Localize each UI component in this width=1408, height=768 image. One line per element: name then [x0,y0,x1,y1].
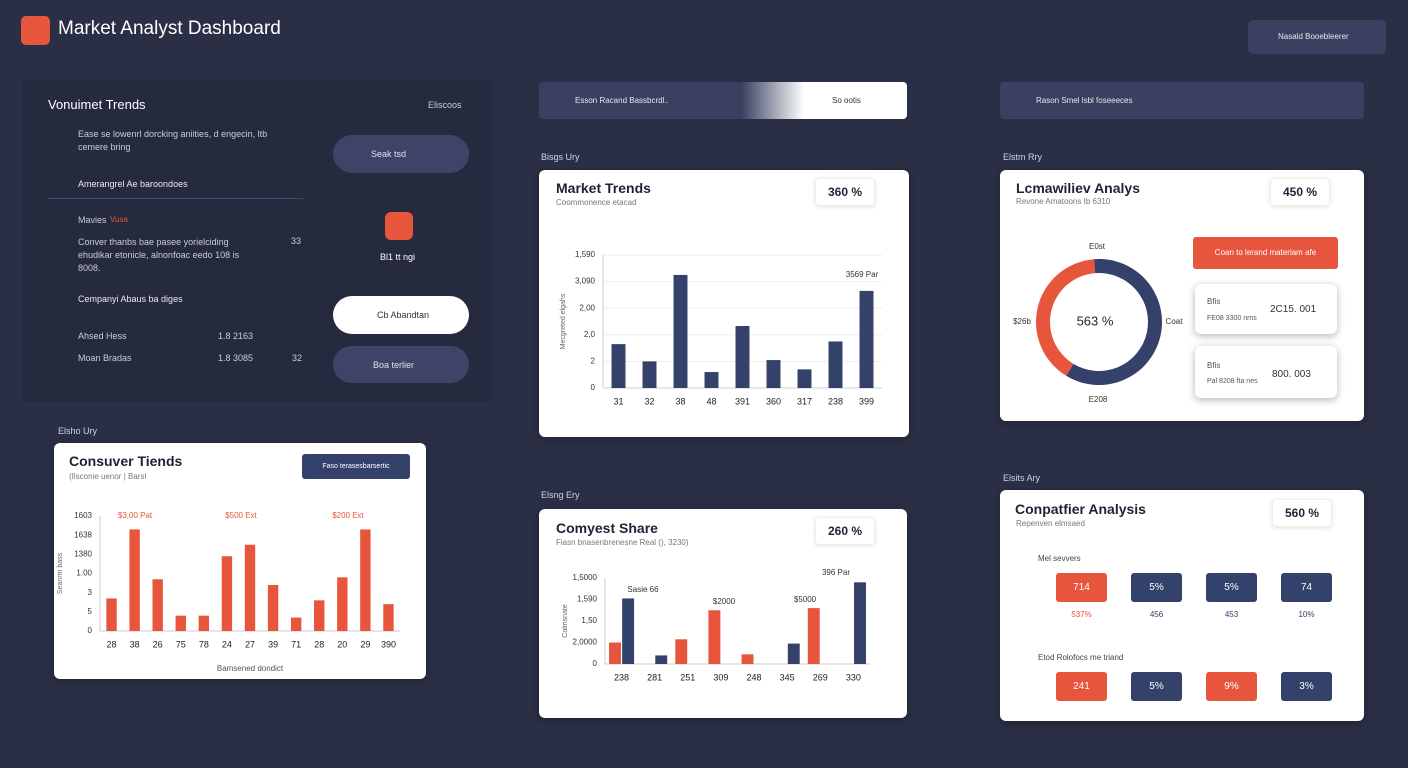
button[interactable]: Faso terasesbarsertic [302,454,410,479]
row-value: 1.8 2163 [218,331,254,341]
card [539,170,909,437]
tile-note: 537% [1071,610,1092,619]
card-subtitle: Fiasn bnasenbrenesne Real (), 3230) [556,538,689,547]
search-bar[interactable] [539,82,907,119]
card-title: Lcmawiliev Analys [1016,180,1140,196]
tile-note: 453 [1224,610,1239,619]
sidebar-section: Cempanyi Abaus ba diges [78,294,183,304]
stat-note: FE08 3300 nrns [1207,315,1257,322]
tile: 714 [1056,573,1107,602]
stat-label: Bfis [1207,361,1221,370]
card-title: Consuver Tiends [69,453,183,469]
row-value: 1.8 3085 [218,353,254,363]
group-label: Mel sevvers [1038,554,1081,563]
item-text: Conver thanbs bae pasee yorielciding ehu… [78,237,240,273]
tile: 3% [1281,672,1332,701]
card-subtitle: Repenven elmsaed [1016,519,1085,528]
button[interactable]: Cb Abandtan [333,296,469,334]
dropdown[interactable]: 360 % [815,178,876,206]
stat-card [1195,284,1337,334]
section-label: Elstm Rry [1003,152,1042,162]
app-title: Market Analyst Dashboard [58,18,281,39]
section-label: Elsits Ary [1003,473,1041,483]
tile: 5% [1206,573,1257,602]
tile: 74 [1281,573,1332,602]
row-name: Ahsed Hess [78,331,127,341]
item-number: 33 [291,236,302,246]
sidebar-action[interactable]: Eliscoos [428,100,462,110]
row-number: 32 [292,353,303,363]
stat-value: 2C15. 001 [1270,304,1317,315]
stat-note: Pal 8208 fta nes [1207,378,1258,385]
card-title: Market Trends [556,180,651,196]
dropdown[interactable]: 560 % [1272,499,1333,527]
tile-note: 10% [1298,610,1315,619]
sidebar-search[interactable]: Seak tsd [333,135,469,173]
tile: 5% [1131,573,1182,602]
item-tag: Vusa [110,215,128,224]
dropdown[interactable]: 260 % [815,517,876,545]
card-title: Comyest Share [556,520,658,536]
card-subtitle: (Ilsconie uenor | Barsl [69,472,147,481]
stat-card [1195,346,1337,398]
stat-label: Bfis [1207,297,1221,306]
tile: 5% [1131,672,1182,701]
header-search[interactable]: Nasald Booebleerer [1248,20,1386,54]
section-label: Bisgs Ury [541,152,580,162]
icon [385,212,413,240]
sidebar-title: Vonuimet Trends [48,97,146,112]
search-bar[interactable] [1000,82,1364,119]
dropdown[interactable]: 450 % [1270,178,1331,206]
sidebar-section: Amerangrel Ae baroondoes [78,179,188,189]
card-subtitle: Revone Amatoons Ib 6310 [1016,197,1111,206]
tile: 9% [1206,672,1257,701]
card-title: Conpatfier Analysis [1015,501,1146,517]
section-label: Elsng Ery [541,490,580,500]
search-text: Rason Smel lsbl foseeeces [1036,96,1133,105]
tile: 241 [1056,672,1107,701]
row-name: Moan Bradas [78,353,132,363]
item-title: Mavies [78,215,107,225]
divider [48,198,303,199]
tile-note: 456 [1149,610,1164,619]
section-label: Elsho Ury [58,426,98,436]
sidebar-intro: Ease se lowenrl dorcking aniities, d eng… [78,129,268,152]
group-label: Etod Rolofocs me triand [1038,653,1124,662]
logo [21,16,50,45]
button[interactable]: Coan to lerand materiam afe [1193,237,1338,269]
search-text: Esson Racand Bassbcrdl.. [575,96,669,105]
search-hint: So ootis [832,96,861,105]
icon-label: Bl1 tt ngi [380,252,416,262]
card-subtitle: Coommonence etacad [556,198,637,207]
stat-value: 800. 003 [1272,369,1311,380]
button[interactable]: Boa terlier [333,346,469,383]
